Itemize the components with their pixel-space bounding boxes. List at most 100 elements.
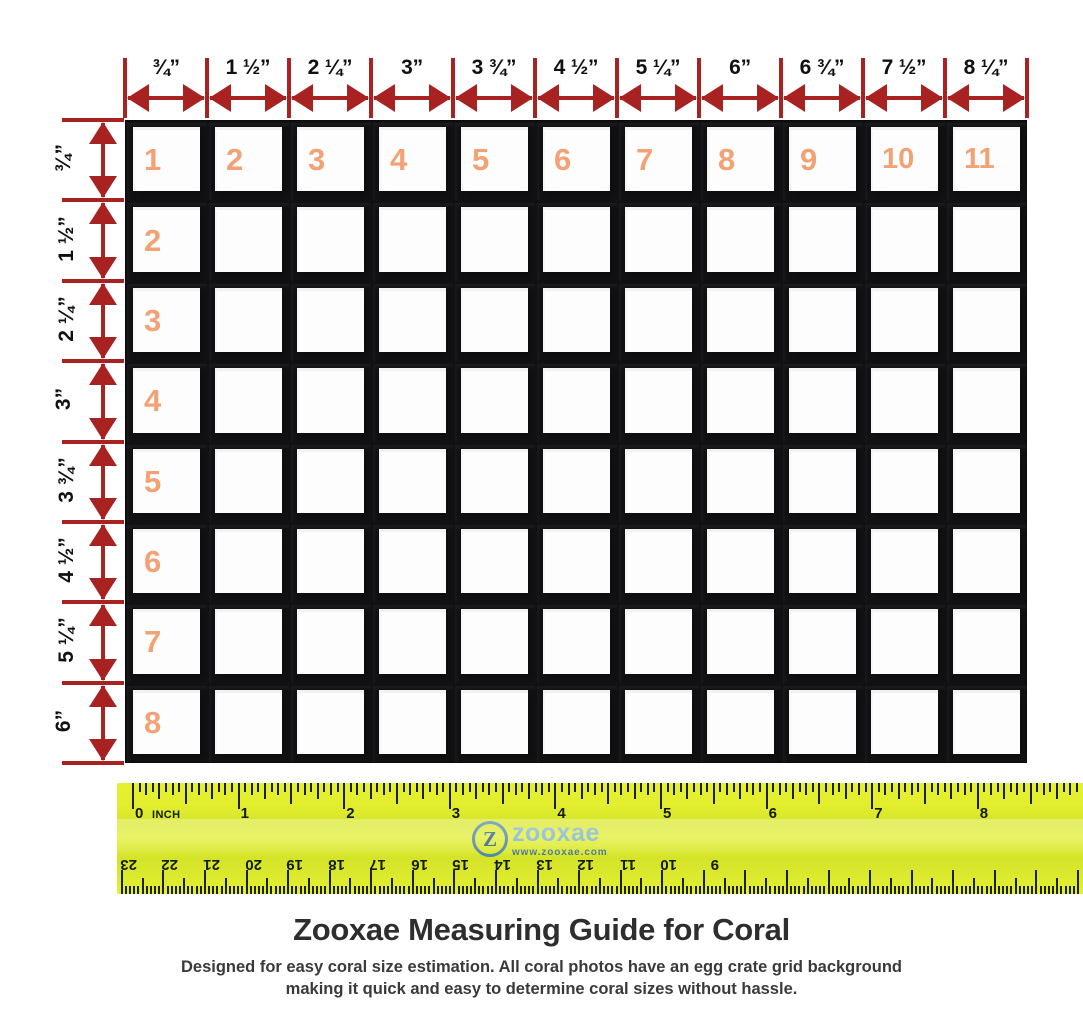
grid-cell [453, 602, 535, 682]
grid-cell: 5 [125, 442, 207, 522]
grid-cell [207, 200, 289, 280]
cm-tick [935, 886, 938, 894]
left-measure-label-text-8: 6” [52, 709, 75, 732]
cm-number-10: 10 [660, 856, 678, 873]
left-measure-label-8: 6” [44, 709, 84, 733]
inch-tick [937, 783, 940, 795]
cm-tick [923, 886, 926, 894]
grid-cell-hole [789, 689, 856, 754]
inch-tick [283, 783, 286, 792]
inch-tick [1029, 783, 1032, 804]
grid-cell-hole: 2 [133, 207, 200, 272]
inch-tick [501, 783, 504, 804]
grid-cell [453, 281, 535, 361]
cm-tick [661, 870, 664, 894]
top-tick-0 [123, 58, 127, 118]
grid-cell-hole: 4 [133, 368, 200, 433]
inch-tick [811, 783, 814, 792]
inch-tick [382, 783, 385, 795]
grid-cell [453, 442, 535, 522]
cm-tick [457, 886, 460, 894]
top-tick-3 [369, 58, 373, 118]
left-tick-2 [62, 278, 124, 283]
grid-cell [617, 442, 699, 522]
inch-tick [264, 783, 266, 799]
cm-tick [769, 886, 772, 894]
cm-tick [1043, 886, 1046, 894]
cm-tick [573, 886, 576, 894]
inch-tick [422, 783, 425, 799]
top-arrow-segment-8 [701, 78, 779, 118]
inch-tick [495, 783, 497, 792]
grid-cell-hole: 7 [625, 127, 692, 192]
grid-cell [371, 442, 453, 522]
cm-tick [590, 886, 593, 894]
cm-tick [902, 886, 905, 894]
top-tick-9 [861, 58, 865, 118]
cm-tick [894, 886, 897, 894]
cm-tick [291, 886, 294, 894]
inch-tick [726, 783, 728, 795]
cm-tick [183, 878, 186, 894]
grid-cell-hole [297, 448, 364, 513]
top-arrow-segment-2 [209, 78, 287, 118]
inch-tick [666, 783, 669, 792]
cm-tick [652, 886, 655, 894]
cm-tick [744, 870, 747, 894]
grid-cell-hole [707, 609, 774, 674]
grid-cell: 5 [453, 120, 535, 200]
left-tick-6 [62, 600, 124, 605]
grid-cell [617, 200, 699, 280]
cm-tick [698, 886, 701, 894]
grid-cell-hole [871, 287, 938, 353]
left-arrow-segment-5 [83, 443, 123, 520]
column-number-3: 3 [308, 142, 326, 178]
cm-tick [939, 886, 942, 894]
cm-tick [989, 886, 992, 894]
inch-tick [297, 783, 299, 792]
grid-cell [289, 442, 371, 522]
inch-tick [547, 783, 550, 792]
grid-cell [699, 281, 781, 361]
cm-tick [465, 886, 468, 894]
grid-cell: 3 [289, 120, 371, 200]
grid-cell-hole [543, 207, 610, 272]
grid-cell [453, 683, 535, 763]
grid-cell-hole [707, 207, 774, 272]
inch-tick [250, 783, 253, 795]
cm-tick [677, 886, 680, 894]
cm-tick [557, 878, 560, 894]
cm-tick [366, 886, 369, 894]
grid-cell [945, 200, 1027, 280]
inch-tick [442, 783, 445, 792]
cm-tick [378, 886, 381, 894]
grid-cell: 11 [945, 120, 1027, 200]
grid-cell [617, 602, 699, 682]
cm-tick [723, 878, 726, 894]
caption-block: Zooxae Measuring Guide for Coral Designe… [0, 912, 1083, 1001]
grid-cell-hole [379, 368, 446, 433]
grid-cell-hole [379, 207, 446, 272]
cm-tick [519, 886, 522, 894]
cm-tick [386, 886, 389, 894]
grid-cell-hole: 7 [133, 609, 200, 674]
cm-tick [686, 886, 689, 894]
grid-cell [371, 602, 453, 682]
cm-tick [1031, 886, 1034, 894]
inch-tick [217, 783, 220, 792]
cm-tick [191, 886, 194, 894]
cm-tick [702, 870, 705, 894]
grid-cell [535, 200, 617, 280]
grid-cell-hole [625, 287, 692, 353]
cm-tick [927, 886, 930, 894]
grid-cell-hole [379, 448, 446, 513]
grid-cell [699, 683, 781, 763]
cm-tick [233, 886, 236, 894]
cm-tick [910, 870, 913, 894]
cm-tick [815, 886, 818, 894]
cm-tick [324, 886, 327, 894]
inch-tick [627, 783, 629, 792]
cm-tick [166, 886, 169, 894]
grid-cell: 1 [125, 120, 207, 200]
cm-tick [1002, 886, 1005, 894]
